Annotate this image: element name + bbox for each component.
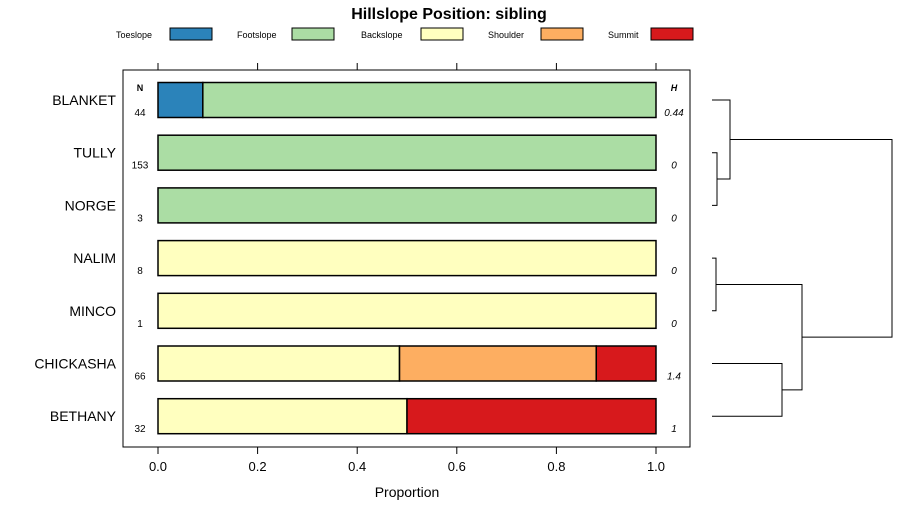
h-header: H xyxy=(671,83,678,93)
row-labels: BLANKET TULLY NORGE NALIM MINCO CHICKASHA BETH… xyxy=(34,92,116,424)
dendrogram-link-4 xyxy=(716,283,803,391)
bar-chickasha-backslope xyxy=(157,345,401,382)
n-value-nalim: 8 xyxy=(137,266,143,277)
n-value-chickasha: 66 xyxy=(134,372,146,383)
x-tick-label-2: 0.4 xyxy=(348,459,366,474)
n-values: 44 153 3 8 1 66 32 xyxy=(132,108,149,435)
chart-title: Hillslope Position: sibling xyxy=(351,6,547,23)
h-value-chickasha: 1.4 xyxy=(667,372,681,383)
legend-label-summit: Summit xyxy=(608,30,639,40)
x-tick-label-3: 0.6 xyxy=(448,459,466,474)
row-label-blanket: BLANKET xyxy=(52,92,116,108)
n-value-minco: 1 xyxy=(137,319,143,330)
dendrogram-link-5 xyxy=(730,139,893,338)
dendrogram xyxy=(712,99,893,417)
h-value-norge: 0 xyxy=(671,213,677,224)
h-value-nalim: 0 xyxy=(671,266,677,277)
row-label-minco: MINCO xyxy=(69,303,116,319)
bar-minco-backslope xyxy=(157,292,657,330)
legend: Toeslope Footslope Backslope Shoulder Summit xyxy=(116,27,694,41)
h-values: 0.44 0 0 0 0 1.4 1 xyxy=(664,108,684,435)
bar-blanket-footslope xyxy=(202,81,657,119)
h-value-bethany: 1 xyxy=(671,424,677,435)
h-value-blanket: 0.44 xyxy=(664,108,684,119)
legend-swatch-backslope xyxy=(420,27,464,41)
row-label-chickasha: CHICKASHA xyxy=(34,356,116,372)
row-label-tully: TULLY xyxy=(73,145,116,161)
legend-label-backslope: Backslope xyxy=(361,30,403,40)
row-label-bethany: BETHANY xyxy=(50,408,117,424)
bar-nalim-backslope xyxy=(157,239,657,277)
bar-blanket-toeslope xyxy=(157,81,204,119)
x-tick-label-0: 0.0 xyxy=(149,459,167,474)
row-label-norge: NORGE xyxy=(65,197,116,213)
x-axis-label: Proportion xyxy=(375,484,440,500)
top-axis-ticks xyxy=(157,63,657,70)
bars-group xyxy=(157,81,657,435)
row-label-nalim: NALIM xyxy=(73,250,116,266)
dendrogram-link-1 xyxy=(712,257,717,312)
legend-swatch-footslope xyxy=(291,27,335,41)
n-value-tully: 153 xyxy=(132,161,149,172)
legend-label-shoulder: Shoulder xyxy=(488,30,524,40)
dendrogram-link-3 xyxy=(712,99,731,180)
n-value-norge: 3 xyxy=(137,213,143,224)
bar-bethany-summit xyxy=(406,397,657,435)
bar-bethany-backslope xyxy=(157,397,408,435)
h-value-tully: 0 xyxy=(671,161,677,172)
n-value-blanket: 44 xyxy=(134,108,146,119)
h-value-minco: 0 xyxy=(671,319,677,330)
dendrogram-link-2 xyxy=(712,363,783,417)
bar-norge-footslope xyxy=(157,187,657,224)
legend-swatch-toeslope xyxy=(169,27,213,41)
bar-chickasha-shoulder xyxy=(398,345,597,382)
n-value-bethany: 32 xyxy=(134,424,146,435)
x-axis: 0.0 0.2 0.4 0.6 0.8 1.0 xyxy=(149,447,665,474)
legend-label-toeslope: Toeslope xyxy=(116,30,152,40)
x-tick-label-5: 1.0 xyxy=(647,459,665,474)
legend-label-footslope: Footslope xyxy=(237,30,277,40)
legend-swatch-summit xyxy=(650,27,694,41)
legend-swatch-shoulder xyxy=(540,27,584,41)
dendrogram-link-0 xyxy=(712,152,718,206)
x-tick-label-4: 0.8 xyxy=(547,459,565,474)
x-tick-label-1: 0.2 xyxy=(249,459,267,474)
bar-chickasha-summit xyxy=(595,345,657,382)
bar-tully-footslope xyxy=(157,134,657,171)
n-header: N xyxy=(137,83,144,93)
plot-frame xyxy=(122,69,691,448)
